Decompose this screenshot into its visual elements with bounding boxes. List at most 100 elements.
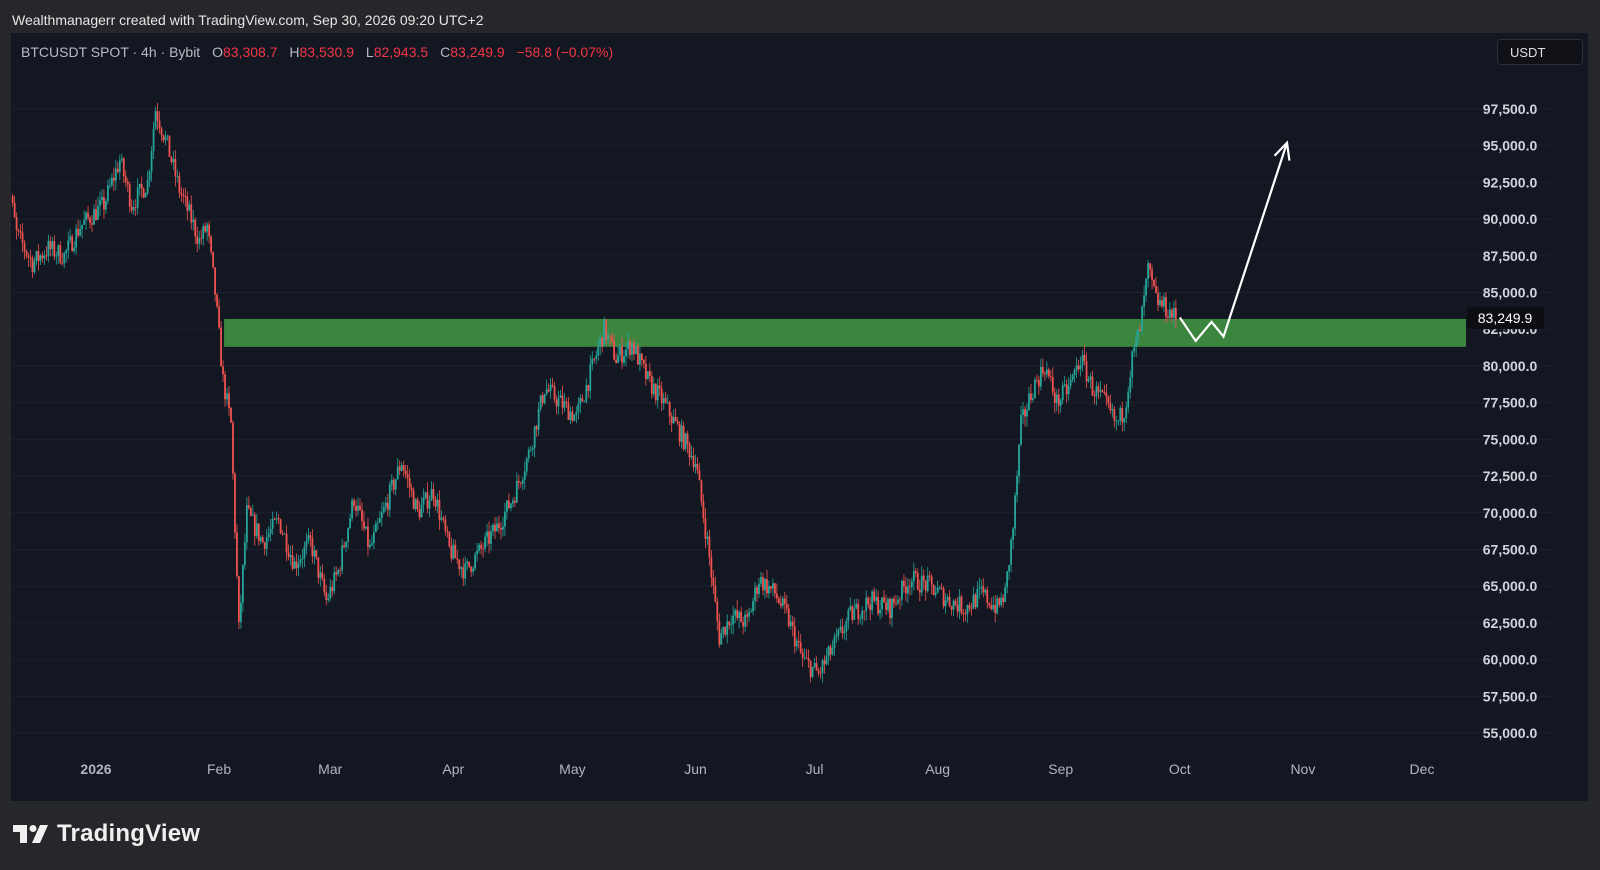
candle-body: [652, 383, 655, 395]
candle-body: [756, 587, 758, 594]
candle-body: [869, 604, 872, 611]
candle-body: [845, 620, 848, 632]
candle-body: [1010, 539, 1012, 566]
candle-body: [777, 598, 780, 604]
candle-body: [668, 402, 671, 417]
candle-body: [940, 587, 943, 589]
candle-body: [1097, 386, 1100, 392]
candle-body: [267, 533, 270, 538]
candle-body: [640, 353, 643, 361]
y-tick-label: 57,500.0: [1483, 688, 1538, 704]
candle-body: [357, 505, 359, 511]
candle-body: [73, 247, 76, 252]
candle-body: [434, 498, 437, 507]
candle-body: [105, 201, 107, 210]
x-tick-label: Sep: [1048, 761, 1073, 777]
candle-body: [412, 490, 415, 510]
candle-body: [1002, 597, 1005, 603]
y-tick-label: 67,500.0: [1483, 541, 1538, 557]
candle-body: [960, 596, 963, 614]
candle-body: [936, 587, 939, 593]
candle-body: [1099, 390, 1102, 392]
projection-path[interactable]: [1178, 142, 1289, 343]
candle-body: [1103, 392, 1106, 393]
candle-body: [583, 401, 586, 403]
candle-body: [396, 466, 399, 480]
low-label: L: [365, 44, 374, 60]
candle-body: [174, 159, 177, 177]
candle-body: [400, 465, 403, 471]
candle-body: [771, 583, 774, 589]
candle-body: [325, 592, 328, 601]
candle-body: [722, 626, 725, 634]
candle-body: [1087, 379, 1090, 382]
currency-button[interactable]: USDT: [1497, 39, 1583, 65]
candle-body: [513, 500, 516, 503]
y-tick-label: 55,000.0: [1483, 725, 1538, 741]
candle-body: [406, 474, 409, 479]
candle-body: [321, 572, 324, 579]
candle-body: [81, 224, 84, 230]
candle-body: [1161, 300, 1163, 307]
candle-body: [238, 576, 240, 622]
candle-body: [1163, 297, 1165, 307]
candle-body: [392, 479, 395, 490]
candle-body: [617, 355, 619, 363]
candle-body: [148, 171, 151, 181]
candle-body: [613, 341, 615, 360]
candle-body: [154, 111, 157, 129]
candle-body: [93, 209, 95, 225]
candle-body: [301, 558, 304, 560]
candle-body: [1169, 309, 1171, 318]
x-tick-label: Jun: [684, 761, 707, 777]
candle-body: [178, 176, 181, 193]
x-tick-label: May: [559, 761, 585, 777]
candle-body: [269, 528, 272, 534]
candle-body: [972, 594, 975, 609]
candle-body: [474, 554, 477, 569]
candle-body: [954, 600, 957, 606]
candle-body: [974, 594, 977, 608]
y-tick-label: 87,500.0: [1483, 248, 1538, 264]
candle-body: [982, 586, 985, 593]
candle-body: [309, 535, 312, 538]
candle-body: [853, 608, 856, 620]
chart-panel[interactable]: [11, 33, 1588, 801]
candle-body: [150, 150, 153, 172]
candle-body: [1137, 329, 1140, 339]
candle-body: [138, 183, 141, 188]
candle-body: [315, 550, 318, 558]
symbol-name[interactable]: BTCUSDT SPOT · 4h · Bybit: [21, 44, 201, 60]
candle-body: [547, 389, 550, 392]
close-value: 83,249.9: [450, 44, 505, 60]
candle-body: [176, 176, 179, 178]
candle-body: [114, 168, 117, 181]
candle-body: [384, 502, 387, 508]
candle-body: [1145, 278, 1147, 296]
candle-body: [388, 484, 391, 510]
candle-body: [299, 559, 302, 564]
candle-body: [1174, 307, 1177, 320]
time-axis: 2026 Feb Mar Apr May Jun Jul Aug Sep Oct Nov Dec: [80, 761, 1434, 777]
candle-body: [95, 209, 97, 220]
candle-body: [537, 408, 540, 430]
candle-body: [948, 596, 951, 607]
candle-body: [797, 640, 800, 643]
candle-body: [240, 602, 242, 622]
candle-body: [35, 251, 38, 262]
candle-body: [224, 374, 226, 400]
candle-body: [259, 537, 262, 541]
candle-body: [371, 543, 373, 545]
candle-body: [236, 532, 238, 577]
candle-body: [563, 401, 566, 408]
candle-body: [71, 236, 74, 252]
symbol-legend[interactable]: BTCUSDT SPOT · 4h · Bybit O83,308.7 H83,…: [21, 44, 613, 60]
candle-body: [1032, 398, 1034, 400]
candle-body: [656, 385, 659, 401]
candle-body: [732, 615, 735, 625]
tradingview-brand[interactable]: TradingView: [13, 820, 200, 848]
candle-body: [986, 589, 989, 604]
candle-body: [962, 613, 965, 615]
support-zone[interactable]: [224, 318, 1466, 347]
